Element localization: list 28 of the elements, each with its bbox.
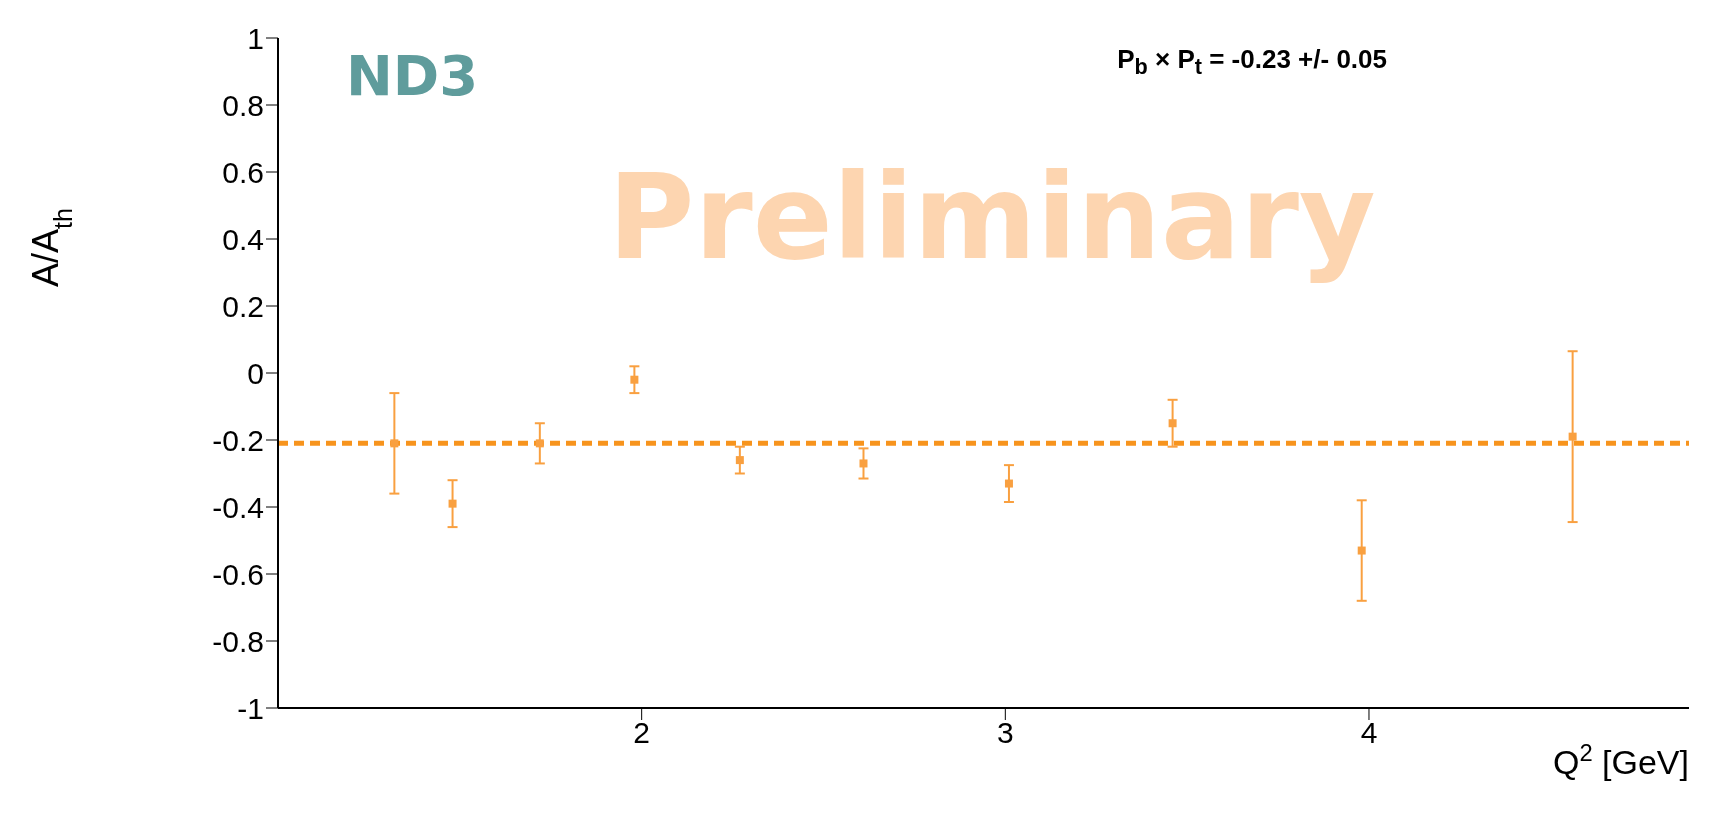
point [390, 439, 399, 448]
y-tick-label: -0.2 [212, 423, 264, 457]
x-axis-title: Q$^{2}$ [GeV] [1552, 738, 1689, 781]
y-tick-label: 0 [247, 356, 264, 390]
y-tick-label: 0.4 [222, 222, 264, 256]
point [1004, 479, 1013, 488]
point [448, 499, 457, 508]
x-tick-label: 2 [633, 716, 650, 750]
annotation: Preliminary [608, 148, 1376, 286]
y-tick-label: 0.6 [222, 155, 264, 189]
point [859, 459, 868, 468]
point [1568, 432, 1577, 441]
point [630, 375, 639, 384]
annotation: P$_{b}$ × P$_{t}$ = -0.23 +/- 0.05 [1117, 44, 1387, 80]
y-tick-label: -0.6 [212, 557, 264, 591]
y-tick-label: -0.8 [212, 624, 264, 658]
point [1168, 419, 1177, 428]
x-tick-label: 4 [1360, 716, 1378, 750]
y-tick-label: 1 [247, 21, 264, 55]
point [1357, 546, 1366, 555]
y-tick-label: -1 [237, 691, 264, 725]
x-tick-label: 3 [996, 716, 1014, 750]
y-tick-label: -0.4 [212, 490, 264, 524]
point [735, 456, 744, 465]
annotation: ND3 [346, 43, 479, 108]
y-tick-label: 0.8 [222, 88, 264, 122]
y-tick-label: 0.2 [222, 289, 264, 323]
point [535, 439, 544, 448]
